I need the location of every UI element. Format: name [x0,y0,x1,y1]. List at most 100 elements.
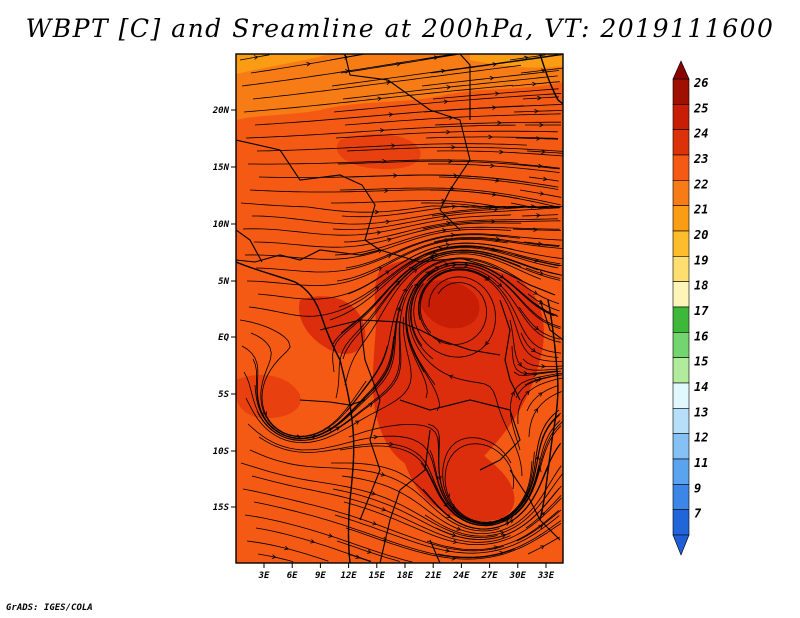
streamline-arrow [451,204,457,209]
streamlines [239,54,563,563]
streamline-arrow [485,340,490,346]
streamline-arrow [379,128,385,133]
streamline-arrow [538,300,544,305]
streamline-arrow [452,539,458,544]
streamline [518,306,561,340]
streamline-arrow [533,407,538,413]
streamline-arrow [493,207,499,212]
streamline-arrow [431,251,436,256]
streamline-arrow [387,237,392,242]
streamline [517,163,560,169]
streamline-arrow [523,370,529,376]
streamline-arrow [306,61,312,67]
streamline-arrow [509,514,514,520]
streamline-arrow [377,96,383,102]
colorbar-label: 21 [693,203,708,217]
colorbar-label: 7 [694,507,702,521]
streamline [256,284,414,441]
streamline-arrow [372,521,378,526]
colorbar-segment [672,408,690,434]
streamline-arrow [497,120,502,126]
field-band-24-25-south [398,400,515,521]
streamline [519,189,562,198]
colorbar-label: 12 [694,431,708,445]
streamline-arrow [395,280,401,286]
streamline [253,501,516,559]
streamline [418,268,489,346]
lat-tick-label: 5S [218,390,229,400]
streamline [251,475,511,543]
streamline-arrow [450,232,456,238]
streamline [245,124,516,139]
colorbar-min-arrow [672,534,690,556]
streamline-arrow [539,191,545,196]
streamline-arrow [533,290,538,295]
streamline [240,462,498,538]
lon-tick-label: 9E [315,571,326,581]
lat-tick-label: 10N [213,220,230,230]
colorbar-segment [672,256,690,282]
streamline-arrow [382,536,388,541]
streamline [252,319,397,439]
streamline-arrow [328,427,333,432]
streamline [240,202,510,213]
streamline-arrow [536,213,541,218]
streamline-arrow [492,62,498,67]
streamline-arrow [253,55,259,60]
streamline-arrow [384,188,389,194]
colorbar-segment [672,180,690,206]
streamline-arrow [446,85,452,90]
streamline-arrow [445,548,451,553]
streamline [515,137,559,140]
streamline [245,317,412,444]
colorbar-segment [672,332,690,358]
streamline-arrow [388,112,394,117]
colorbar-segment [672,306,690,333]
streamline-arrow [517,362,522,367]
streamline [332,250,539,373]
streamline-arrow [499,149,504,155]
streamline-arrow [493,545,499,550]
streamline-arrow [355,554,361,559]
streamline [438,409,560,525]
lon-tick-label: 33E [537,571,555,581]
lat-tick-label: 10S [213,447,230,457]
streamline [255,234,520,273]
streamline [413,276,496,358]
streamline [249,449,500,532]
streamline [511,345,558,374]
streamline-arrow [531,348,536,353]
colorbar-segment [672,104,690,130]
colorbar-segment [672,509,690,536]
streamline-arrow [381,507,387,512]
streamline [408,269,523,477]
streamline-arrow [509,519,515,524]
streamline [243,84,513,113]
streamline-arrow [539,270,544,276]
colorbar-segment [672,78,690,105]
latitude-axis: 20N 15N 10N 5N EQ 5S 10S 15S [212,106,236,513]
streamline-arrow [541,149,546,155]
streamline-arrow [484,276,490,281]
streamline [239,54,270,61]
streamline-arrow [402,288,407,293]
streamline-arrow [537,377,543,382]
colorbar-segment [672,281,690,308]
streamline-arrow [534,325,540,331]
streamline [250,332,388,438]
longitude-axis: 3E 6E 9E 12E 15E 18E 21E 24E 27E 30E 33E [258,563,555,581]
streamline-arrow [538,524,544,530]
streamline [337,160,560,170]
streamline-arrow [396,306,401,312]
lat-tick-label: EQ [218,333,229,343]
streamline-arrow [386,80,391,86]
colorbar-label: 9 [694,481,701,495]
streamline-arrow [533,372,538,377]
streamline-arrow [495,178,500,183]
streamline-arrow [494,91,500,96]
streamline [242,214,512,236]
streamline-arrow [335,426,341,431]
lat-tick-label: 15S [213,503,230,513]
colorbar-label: 19 [694,253,708,267]
streamline [246,238,508,286]
